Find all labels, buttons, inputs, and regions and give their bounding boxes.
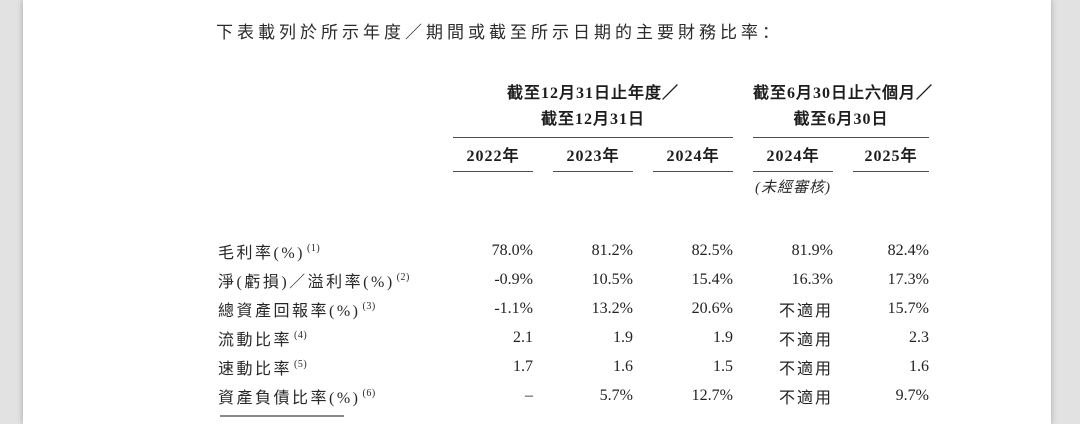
value-cell: 1.7	[513, 357, 533, 375]
value-cell: 15.7%	[887, 299, 929, 317]
value-cell: 81.2%	[591, 241, 633, 259]
value-cell: 20.6%	[691, 299, 733, 317]
value-cell: 1.9	[613, 328, 633, 346]
column-group-header-row: 截至12月31日止年度／ 截至12月31日 截至6月30日止六個月／ 截至6月3…	[218, 78, 932, 138]
row-label: 總資產回報率(%) (3)	[218, 297, 433, 321]
column-group-annual-line2: 截至12月31日	[540, 111, 645, 128]
value-cell: 15.4%	[691, 270, 733, 288]
value-cell: 82.4%	[887, 241, 929, 259]
row-label: 速動比率 (5)	[218, 355, 433, 379]
value-cell: –	[525, 386, 533, 404]
row-label-text: 總資產回報率(%)	[218, 302, 361, 320]
year-header-spacer	[218, 138, 433, 172]
year-header-2023: 2023年	[553, 138, 633, 172]
footnote-marker: (5)	[294, 359, 308, 371]
table-body: 毛利率(%) (1) 78.0% 81.2% 82.5% 81.9% 82.4% …	[218, 236, 929, 410]
table-row-net-margin: 淨(虧損)／溢利率(%) (2) -0.9% 10.5% 15.4% 16.3% …	[218, 265, 929, 294]
column-group-interim-line2: 截至6月30日	[793, 111, 889, 128]
year-header-2024-interim: 2024年	[753, 138, 833, 172]
value-cell: 78.0%	[491, 241, 533, 259]
value-cell: 2.3	[909, 328, 929, 346]
footnote-marker: (2)	[396, 272, 410, 284]
year-header-2025-interim: 2025年	[853, 138, 929, 172]
intro-paragraph: 下表載列於所示年度／期間或截至所示日期的主要財務比率：	[216, 23, 783, 42]
row-label: 流動比率 (4)	[218, 326, 433, 350]
unaudited-note-row: (未經審核)	[218, 172, 918, 198]
value-cell: -1.1%	[494, 299, 533, 317]
row-label-text: 毛利率(%)	[218, 244, 305, 262]
table-row-return-on-assets: 總資產回報率(%) (3) -1.1% 13.2% 20.6% 不適用 15.7%	[218, 294, 929, 323]
value-cell: 不適用	[778, 360, 833, 378]
value-cell: 12.7%	[691, 386, 733, 404]
value-cell: 不適用	[778, 331, 833, 349]
year-header-2022: 2022年	[453, 138, 533, 172]
row-label: 毛利率(%) (1)	[218, 239, 433, 263]
value-cell: 1.9	[713, 328, 733, 346]
value-cell: 不適用	[778, 389, 833, 407]
value-cell: 不適用	[778, 302, 833, 320]
value-cell: 16.3%	[791, 270, 833, 288]
footnote-marker: (1)	[307, 243, 321, 255]
row-label-text: 資產負債比率(%)	[218, 389, 361, 407]
table-row-gearing-ratio: 資產負債比率(%) (6) – 5.7% 12.7% 不適用 9.7%	[218, 381, 929, 410]
financial-ratios-table: 截至12月31日止年度／ 截至12月31日 截至6月30日止六個月／ 截至6月3…	[218, 78, 932, 410]
column-group-annual: 截至12月31日止年度／ 截至12月31日	[453, 78, 733, 138]
column-group-interim-line1: 截至6月30日止六個月／	[753, 85, 934, 102]
value-cell: 82.5%	[691, 241, 733, 259]
table-row-current-ratio: 流動比率 (4) 2.1 1.9 1.9 不適用 2.3	[218, 323, 929, 352]
footnote-marker: (3)	[362, 301, 376, 313]
year-header-2024: 2024年	[653, 138, 733, 172]
table-row-quick-ratio: 速動比率 (5) 1.7 1.6 1.5 不適用 1.6	[218, 352, 929, 381]
footnote-marker: (6)	[362, 388, 376, 400]
table-row-gross-margin: 毛利率(%) (1) 78.0% 81.2% 82.5% 81.9% 82.4%	[218, 236, 929, 265]
row-label-text: 速動比率	[218, 360, 293, 378]
row-label: 淨(虧損)／溢利率(%) (2)	[218, 268, 433, 292]
row-label-text: 淨(虧損)／溢利率(%)	[218, 273, 395, 291]
value-cell: 1.5	[713, 357, 733, 375]
value-cell: 2.1	[513, 328, 533, 346]
column-group-annual-line1: 截至12月31日止年度／	[506, 85, 679, 102]
value-cell: 81.9%	[791, 241, 833, 259]
column-group-interim: 截至6月30日止六個月／ 截至6月30日	[753, 78, 934, 138]
footnote-divider	[220, 415, 344, 417]
value-cell: 9.7%	[895, 386, 929, 404]
value-cell: 10.5%	[591, 270, 633, 288]
unaudited-note: (未經審核)	[755, 180, 831, 196]
value-cell: 1.6	[613, 357, 633, 375]
row-label-text: 流動比率	[218, 331, 293, 349]
row-label: 資產負債比率(%) (6)	[218, 384, 433, 408]
document-page: 下表載列於所示年度／期間或截至所示日期的主要財務比率： 截至12月31日止年度／…	[23, 0, 1051, 424]
value-cell: 1.6	[909, 357, 929, 375]
footnote-marker: (4)	[294, 330, 308, 342]
year-header-row: 2022年 2023年 2024年 2024年 2025年	[218, 138, 929, 172]
value-cell: 5.7%	[599, 386, 633, 404]
value-cell: -0.9%	[494, 270, 533, 288]
value-cell: 13.2%	[591, 299, 633, 317]
value-cell: 17.3%	[887, 270, 929, 288]
